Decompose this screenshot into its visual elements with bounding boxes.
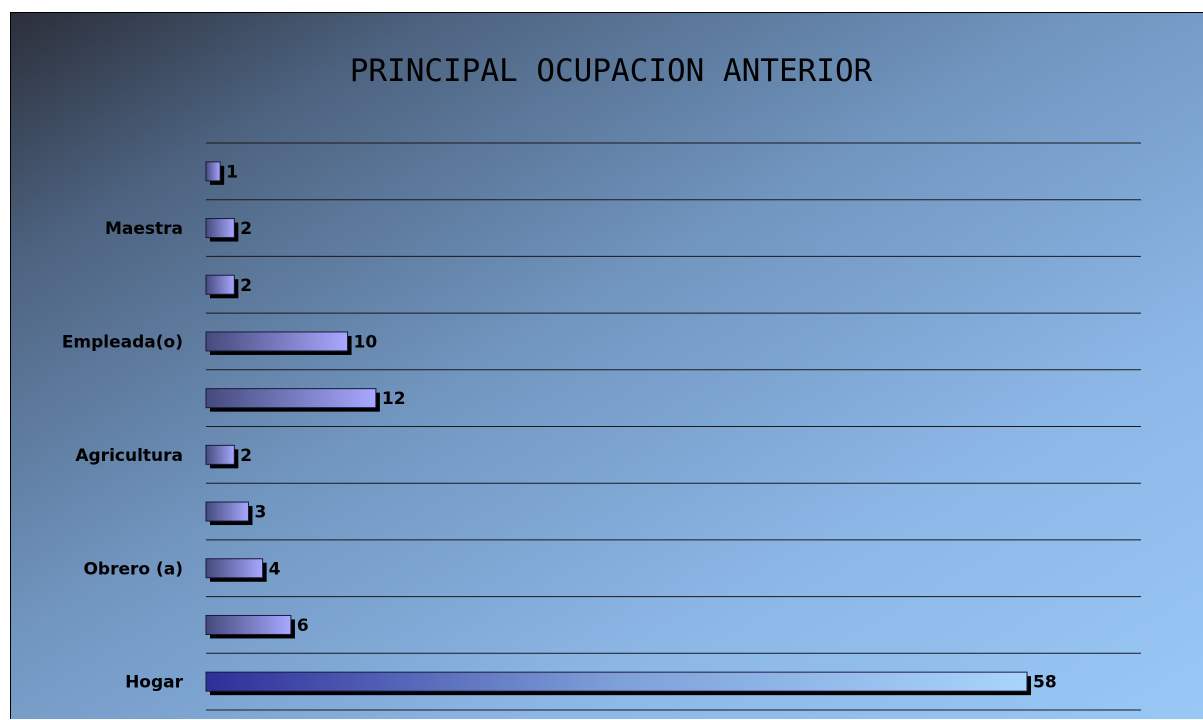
category-label: Agricultura — [75, 446, 183, 466]
bar-group: 3 — [205, 501, 266, 526]
value-label: 6 — [297, 616, 309, 636]
category-label: Obrero (a) — [83, 559, 183, 579]
bar — [205, 218, 235, 239]
bars: 12Maestra210Empleada(o)122Agricultura34O… — [62, 161, 1057, 696]
value-label: 10 — [354, 332, 378, 352]
bar-group: 1 — [205, 161, 238, 185]
bar-chart: PRINCIPAL OCUPACION ANTERIOR 12Maestra21… — [62, 53, 1141, 711]
value-label: 58 — [1033, 673, 1057, 693]
category-label: Hogar — [125, 673, 184, 693]
value-label: 3 — [254, 503, 266, 523]
value-label: 12 — [382, 389, 406, 409]
bar-group: 10 Empleada(o) — [62, 331, 378, 355]
bar — [205, 614, 292, 635]
bar-group: 6 — [205, 614, 309, 639]
value-label: 2 — [240, 276, 252, 296]
bar-group: 2 — [205, 274, 252, 299]
value-label: 2 — [240, 446, 252, 466]
gridlines — [206, 142, 1141, 711]
bar — [205, 388, 377, 409]
bar — [205, 671, 1028, 692]
bar — [205, 331, 349, 352]
bar — [205, 161, 221, 182]
bar — [205, 444, 235, 465]
bar-group: 12 — [205, 388, 406, 412]
bar-group: 2 Agricultura — [75, 444, 252, 469]
bar — [205, 501, 249, 522]
chart-frame: PRINCIPAL OCUPACION ANTERIOR 1 2 Maestra 2 1… — [10, 12, 1203, 719]
value-label: 4 — [269, 559, 281, 579]
bar-group: 58 Hogar — [125, 671, 1057, 696]
category-label: Empleada(o) — [62, 332, 183, 352]
value-label: 2 — [240, 219, 252, 239]
chart-title: PRINCIPAL OCUPACION ANTERIOR — [350, 53, 873, 89]
value-label: 1 — [226, 162, 238, 182]
bar-group: 2 Maestra — [105, 218, 252, 242]
bar — [205, 558, 264, 579]
category-label: Maestra — [105, 219, 183, 239]
bar-group: 4 Obrero (a) — [83, 558, 281, 582]
bar — [205, 274, 235, 295]
